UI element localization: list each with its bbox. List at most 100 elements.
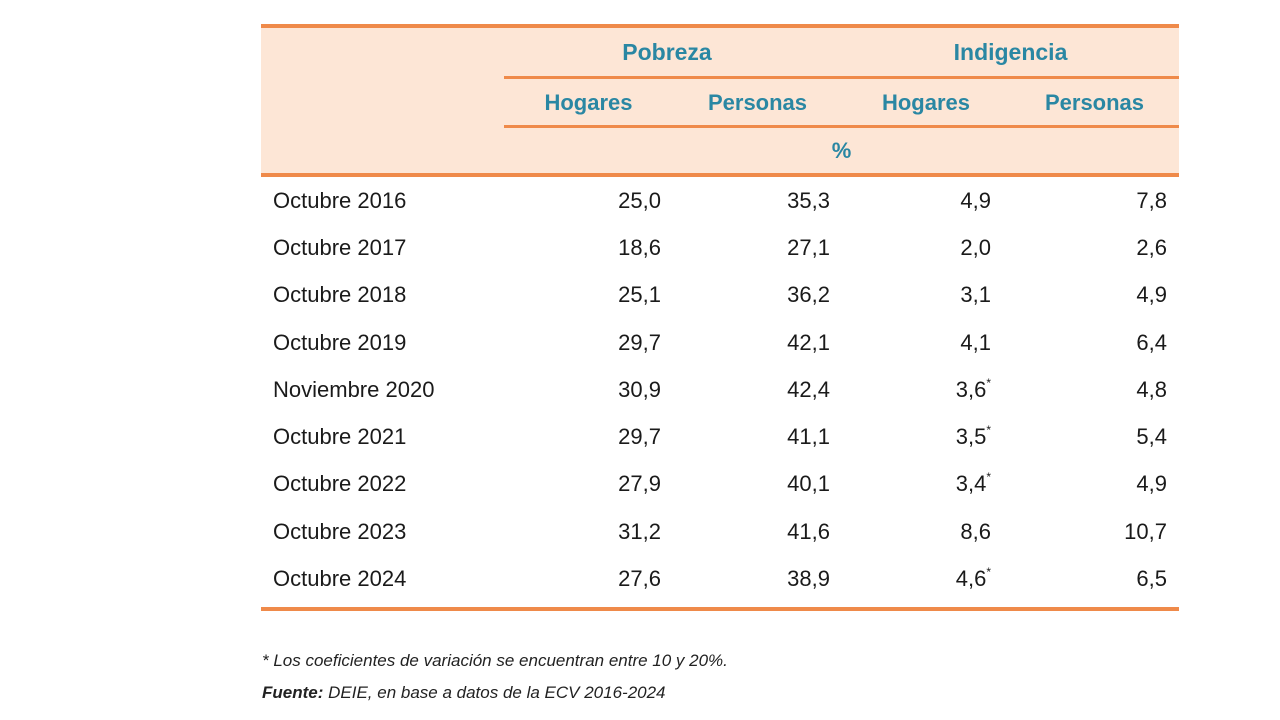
cell-value: 42,1 <box>787 329 830 355</box>
cell-value: 3,4 <box>955 471 987 497</box>
cell-indigencia-personas: 4,9 <box>991 282 1167 308</box>
table-row: Octubre 2017 18,6 27,1 2,0 2,6 <box>261 224 1179 271</box>
cell-pobreza-hogares: 27,9 <box>504 471 661 497</box>
sub-header-rule <box>504 125 1179 128</box>
cell-value: 18,6 <box>618 234 661 260</box>
cell-indigencia-hogares: 3,5* <box>830 422 991 450</box>
cell-pobreza-hogares: 27,6 <box>504 566 661 592</box>
source-label: Fuente: <box>262 683 324 702</box>
cell-value: 6,5 <box>1136 566 1167 592</box>
row-label: Octubre 2024 <box>273 566 407 592</box>
cell-indigencia-personas: 10,7 <box>991 519 1167 545</box>
cell-indigencia-hogares: 8,6 <box>830 519 991 545</box>
cv-flag: * <box>986 422 991 437</box>
group-header-pobreza: Pobreza <box>622 38 712 65</box>
table-row: Octubre 2022 27,9 40,1 3,4* 4,9 <box>261 461 1179 508</box>
table-row: Octubre 2019 29,7 42,1 4,1 6,4 <box>261 319 1179 366</box>
table-row: Noviembre 2020 30,9 42,4 3,6* 4,8 <box>261 366 1179 413</box>
cell-value: 5,4 <box>1136 424 1167 450</box>
cell-value: 25,1 <box>618 282 661 308</box>
cell-pobreza-personas: 40,1 <box>661 471 830 497</box>
cell-pobreza-personas: 36,2 <box>661 282 830 308</box>
cell-value: 29,7 <box>618 424 661 450</box>
cell-pobreza-hogares: 30,9 <box>504 377 661 403</box>
cell-pobreza-hogares: 31,2 <box>504 519 661 545</box>
cell-value: 31,2 <box>618 518 661 544</box>
cell-value: 4,1 <box>960 329 991 355</box>
table-row: Octubre 2016 25,0 35,3 4,9 7,8 <box>261 177 1179 224</box>
cell-pobreza-personas: 38,9 <box>661 566 830 592</box>
poverty-table: Pobreza Indigencia Hogares Personas Hoga… <box>261 24 1179 611</box>
cell-pobreza-hogares: 25,1 <box>504 282 661 308</box>
footnote: * Los coeficientes de variación se encue… <box>262 651 728 670</box>
cell-value: 3,6 <box>955 376 987 402</box>
source-line: Fuente: DEIE, en base a datos de la ECV … <box>262 677 728 709</box>
cell-indigencia-personas: 2,6 <box>991 235 1167 261</box>
cell-value: 3,5 <box>955 424 987 450</box>
cv-flag: * <box>986 375 991 390</box>
cell-pobreza-personas: 35,3 <box>661 188 830 214</box>
cell-value: 38,9 <box>787 566 830 592</box>
cell-value: 35,3 <box>787 187 830 213</box>
group-header-indigencia: Indigencia <box>953 38 1068 65</box>
cell-value: 2,6 <box>1136 234 1167 260</box>
cell-value: 10,7 <box>1124 518 1167 544</box>
cell-indigencia-hogares: 4,1 <box>830 330 991 356</box>
row-label: Octubre 2019 <box>273 329 407 355</box>
cell-value: 27,9 <box>618 471 661 497</box>
unit-label: % <box>831 137 852 163</box>
cell-indigencia-hogares: 3,6* <box>830 375 991 403</box>
cell-indigencia-hogares: 4,9 <box>830 188 991 214</box>
cell-value: 41,6 <box>787 518 830 544</box>
cell-indigencia-personas: 6,4 <box>991 330 1167 356</box>
header-bottom-rule <box>261 173 1179 177</box>
cell-indigencia-hogares: 2,0 <box>830 235 991 261</box>
row-label: Octubre 2022 <box>273 471 407 497</box>
cell-value: 41,1 <box>787 424 830 450</box>
table-notes: * Los coeficientes de variación se encue… <box>262 645 728 709</box>
cell-value: 29,7 <box>618 329 661 355</box>
cell-indigencia-hogares: 3,4* <box>830 470 991 497</box>
cell-value: 4,6 <box>955 566 987 592</box>
cell-value: 36,2 <box>787 282 830 308</box>
cell-value: 2,0 <box>960 234 991 260</box>
cell-indigencia-hogares: 4,6* <box>830 564 991 592</box>
sub-header-pobreza-personas: Personas <box>707 89 808 115</box>
row-label: Octubre 2017 <box>273 234 407 260</box>
table-header: Pobreza Indigencia Hogares Personas Hoga… <box>261 28 1179 173</box>
table-row: Octubre 2018 25,1 36,2 3,1 4,9 <box>261 272 1179 319</box>
cell-pobreza-personas: 42,4 <box>661 377 830 403</box>
cell-value: 8,6 <box>960 518 991 544</box>
cell-pobreza-hogares: 29,7 <box>504 330 661 356</box>
sub-header-pobreza-hogares: Hogares <box>544 89 633 115</box>
table-bottom-rule <box>261 606 1179 611</box>
table-top-rule <box>261 24 1179 28</box>
table-row: Octubre 2024 27,6 38,9 4,6* 6,5 <box>261 555 1179 602</box>
row-label: Octubre 2016 <box>273 187 407 213</box>
cell-pobreza-hogares: 29,7 <box>504 424 661 450</box>
cell-value: 6,4 <box>1136 329 1167 355</box>
cell-value: 4,8 <box>1136 376 1167 402</box>
row-label: Octubre 2018 <box>273 282 407 308</box>
cell-indigencia-personas: 4,9 <box>991 471 1167 497</box>
cell-value: 40,1 <box>787 471 830 497</box>
cell-indigencia-personas: 4,8 <box>991 377 1167 403</box>
sub-header-indigencia-hogares: Hogares <box>881 89 971 115</box>
cell-value: 4,9 <box>1136 282 1167 308</box>
cell-value: 27,1 <box>787 234 830 260</box>
cell-pobreza-personas: 27,1 <box>661 235 830 261</box>
row-label: Octubre 2021 <box>273 424 407 450</box>
cell-value: 25,0 <box>618 187 661 213</box>
table-row: Octubre 2023 31,2 41,6 8,6 10,7 <box>261 508 1179 555</box>
cv-flag: * <box>986 564 991 579</box>
cell-value: 4,9 <box>1136 471 1167 497</box>
cv-flag: * <box>986 470 991 485</box>
row-label: Noviembre 2020 <box>273 376 435 402</box>
cell-indigencia-personas: 6,5 <box>991 566 1167 592</box>
row-label: Octubre 2023 <box>273 518 407 544</box>
cell-indigencia-personas: 5,4 <box>991 424 1167 450</box>
cell-pobreza-hogares: 18,6 <box>504 235 661 261</box>
cell-value: 30,9 <box>618 376 661 402</box>
cell-pobreza-personas: 41,6 <box>661 519 830 545</box>
cell-pobreza-personas: 42,1 <box>661 330 830 356</box>
